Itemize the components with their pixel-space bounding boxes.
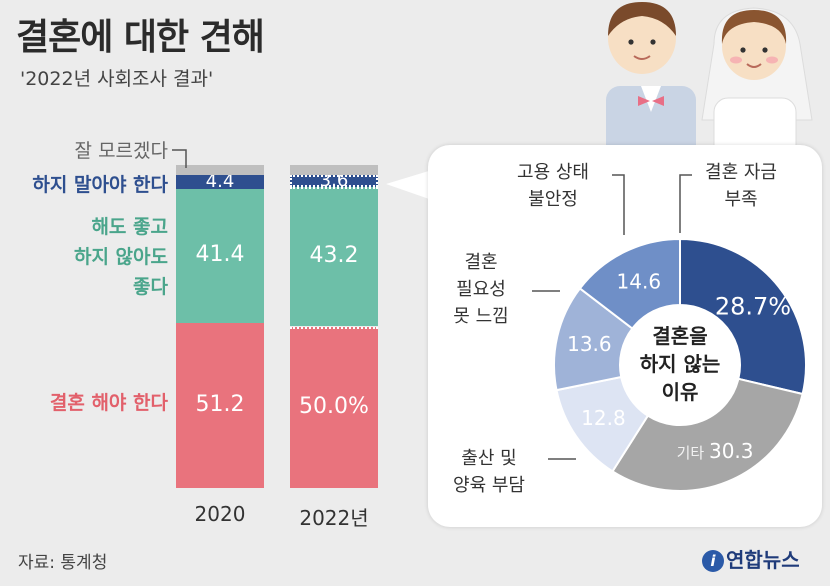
annot-birth-line-2: 양육 부담 [453, 475, 525, 496]
annot-job: 고용 상태 불안정 [498, 159, 608, 213]
category-label-should: 결혼 해야 한다 [49, 392, 168, 414]
pie-slice-0 [679, 237, 807, 396]
bar-value-label-1-0: 41.4 [195, 242, 245, 268]
either-line-2: 하지 않아도 [73, 246, 168, 268]
donut-center-label-0: 결혼을 [652, 324, 707, 348]
yonhap-logo: i 연합뉴스 [702, 544, 800, 573]
bar-value-label-1-1: 43.2 [309, 243, 359, 269]
pie-other-value: 30.3 [709, 439, 754, 463]
annot-need-line-2: 필요성 [456, 279, 506, 300]
annot-birth-line-1: 출산 및 [461, 448, 517, 469]
bar-seg-2-0 [176, 174, 264, 189]
category-label-should-not: 하지 말아야 한다 [32, 174, 168, 196]
bar-value-label-0-0: 51.2 [195, 391, 245, 417]
category-label-either: 해도 좋고 하지 않아도 좋다 [20, 212, 168, 302]
annot-funds-line-2: 부족 [724, 189, 758, 210]
year-label-0: 2020 [194, 502, 246, 526]
annot-need-line-1: 결혼 [464, 252, 498, 273]
callout-pointer [386, 170, 432, 200]
bowtie-icon [638, 96, 650, 106]
bar-seg-0-1 [290, 326, 378, 488]
annot-funds-line-1: 결혼 자금 [705, 162, 777, 183]
pie-slice-4 [578, 237, 681, 330]
page-title: 결혼에 대한 견해 [16, 17, 265, 58]
annot-job-line-1: 고용 상태 [517, 162, 589, 183]
donut-center-label-2: 이유 [662, 380, 699, 404]
bar-seg-1-0 [176, 188, 264, 323]
bar-value-label-2-0: 4.4 [205, 170, 235, 192]
pie-value-label-1: 기타 30.3 [677, 439, 754, 463]
annot-funds: 결혼 자금 부족 [686, 159, 796, 213]
donut-hole [621, 306, 739, 424]
category-label-unknown: 잘 모르겠다 [74, 140, 168, 162]
pie-value-label-3: 13.6 [567, 332, 612, 356]
pie-value-label-4: 14.6 [617, 270, 662, 294]
year-label-1: 2022년 [299, 506, 369, 530]
pie-value-label-2: 12.8 [581, 406, 626, 430]
pie-slice-1 [611, 377, 804, 492]
annot-job-line-2: 불안정 [528, 189, 578, 210]
unknown-leader-line [172, 149, 187, 168]
bar-seg-1-1 [290, 186, 378, 327]
annot-birth: 출산 및 양육 부담 [432, 445, 546, 499]
pie-other-prefix: 기타 [677, 444, 709, 462]
annot-need-line-3: 못 느낌 [453, 306, 509, 327]
bar-value-label-0-1: 50.0% [299, 393, 369, 419]
bar-seg-0-0 [176, 322, 264, 488]
annot-leader-lines [532, 174, 692, 460]
donut-center-label-1: 하지 않는 [640, 352, 721, 376]
pie-value-label-0: 28.7% [715, 292, 791, 320]
page-subtitle: '2022년 사회조사 결과' [20, 68, 214, 90]
bar-seg-3-1 [290, 165, 378, 176]
bar-seg-2-1 [290, 175, 378, 187]
source-note: 자료: 통계청 [18, 553, 108, 573]
annot-need: 결혼 필요성 못 느낌 [428, 249, 534, 330]
either-line-1: 해도 좋고 [91, 216, 168, 238]
logo-text: 연합뉴스 [726, 548, 800, 572]
either-line-3: 좋다 [133, 276, 168, 298]
logo-mark-icon: i [702, 550, 724, 572]
bar-seg-3-0 [176, 165, 264, 175]
